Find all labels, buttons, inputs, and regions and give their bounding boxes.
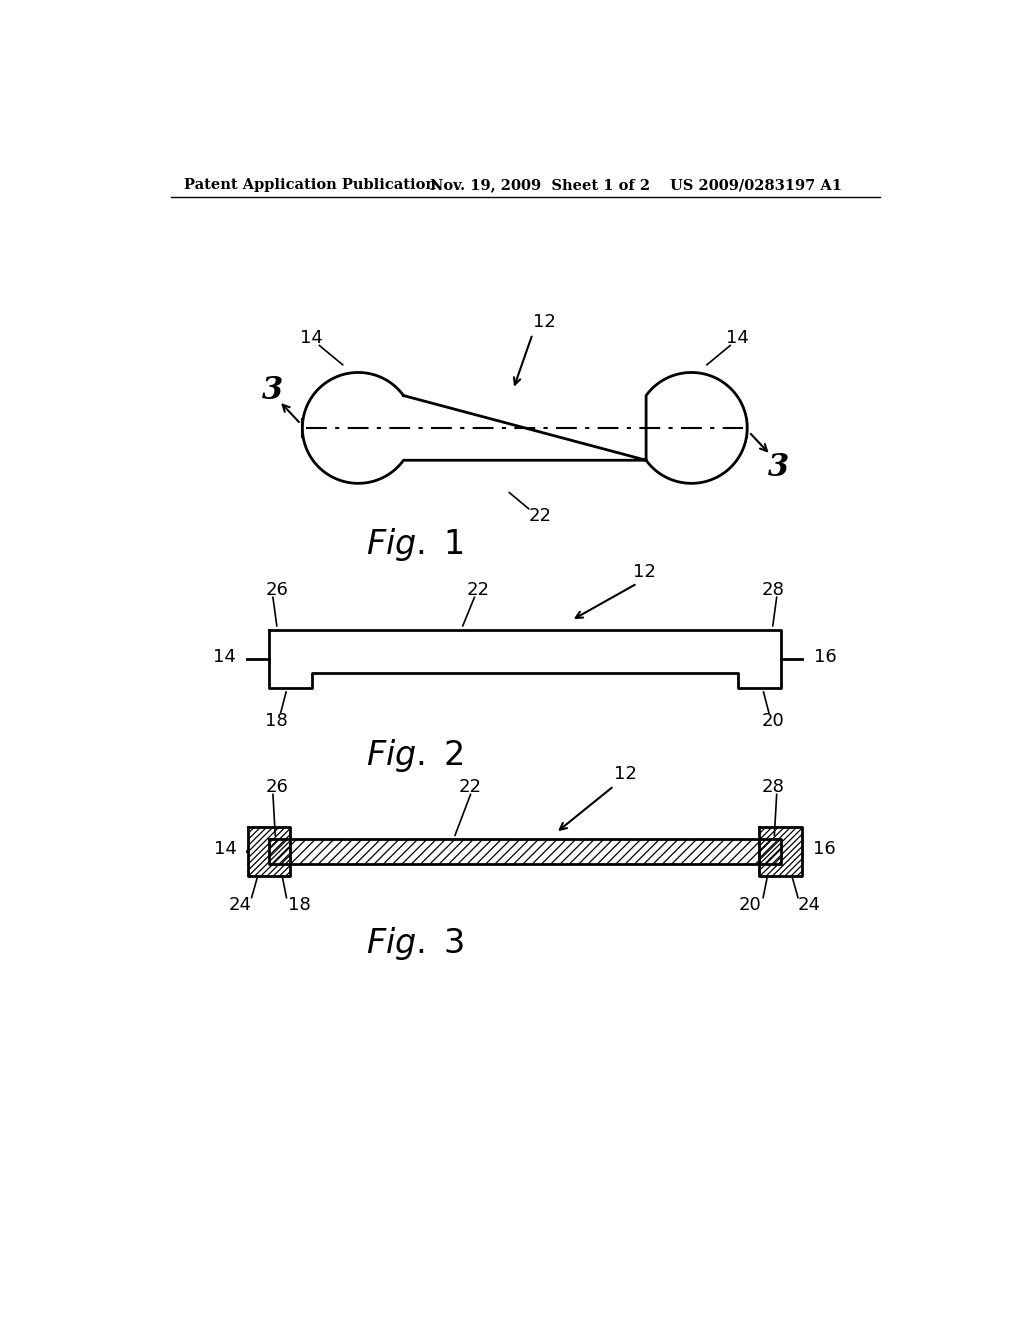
Text: 18: 18 [265,711,288,730]
Text: 16: 16 [814,648,837,665]
Text: 22: 22 [528,507,552,524]
Text: 12: 12 [634,562,656,581]
Text: US 2009/0283197 A1: US 2009/0283197 A1 [671,178,843,193]
Text: 14: 14 [213,648,236,665]
Text: 24: 24 [798,896,821,915]
Text: 16: 16 [813,840,836,858]
Text: Nov. 19, 2009  Sheet 1 of 2: Nov. 19, 2009 Sheet 1 of 2 [430,178,650,193]
Text: 3: 3 [768,453,788,483]
Text: 26: 26 [265,777,288,796]
Text: 20: 20 [738,896,761,915]
Text: 18: 18 [289,896,311,915]
Text: 14: 14 [300,329,324,347]
Text: 22: 22 [459,777,482,796]
Text: 14: 14 [726,329,750,347]
Text: 14: 14 [214,840,238,858]
Text: 28: 28 [762,581,784,598]
Text: $\mathit{Fig.\ 2}$: $\mathit{Fig.\ 2}$ [366,738,464,775]
Text: 28: 28 [762,777,784,796]
Text: 24: 24 [228,896,252,915]
Text: 12: 12 [614,766,637,783]
Text: 3: 3 [262,375,284,407]
Text: $\mathit{Fig.\ 3}$: $\mathit{Fig.\ 3}$ [366,925,464,962]
Text: Patent Application Publication: Patent Application Publication [183,178,436,193]
Text: 12: 12 [532,313,556,331]
Text: 22: 22 [467,581,489,598]
Text: $\mathit{Fig.\ 1}$: $\mathit{Fig.\ 1}$ [366,527,464,564]
Text: 20: 20 [762,711,784,730]
Text: 26: 26 [265,581,288,598]
